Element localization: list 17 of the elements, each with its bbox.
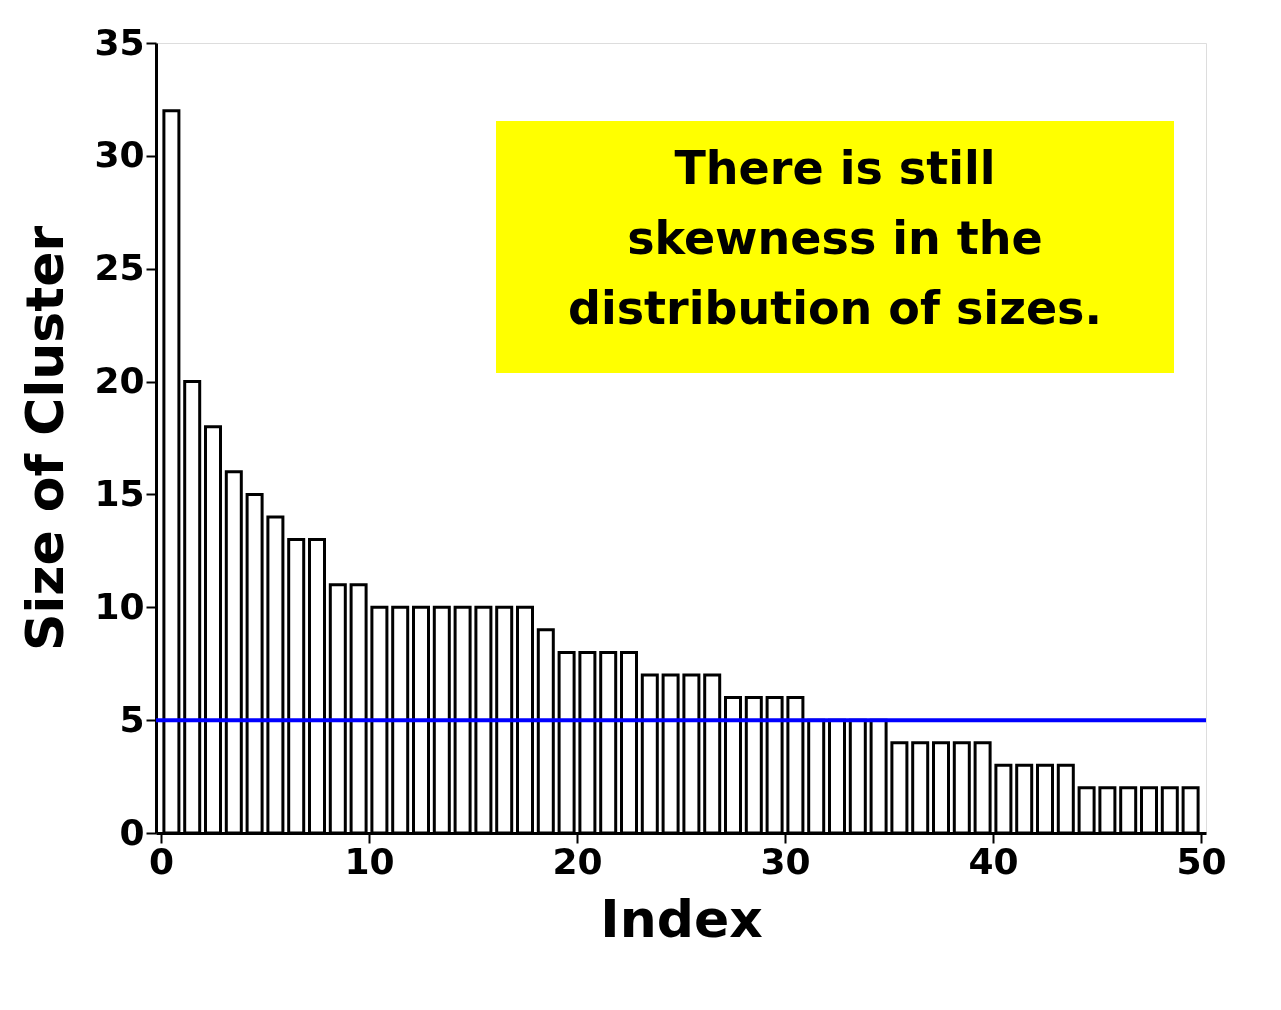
y-tick-label: 15 xyxy=(94,472,145,514)
y-tick-label: 5 xyxy=(119,698,145,740)
annotation: There is still skewness in the distribution of sizes. xyxy=(568,141,1102,335)
x-tick-label: 10 xyxy=(344,840,395,882)
x-tick-label: 50 xyxy=(1176,840,1227,882)
x-tick-label: 0 xyxy=(148,840,175,882)
y-axis-title: Size of Cluster xyxy=(15,225,76,652)
y-tick-label: 10 xyxy=(94,585,145,627)
y-tick-label: 20 xyxy=(94,360,145,402)
y-tick-label: 30 xyxy=(94,134,145,176)
x-axis-title: Index xyxy=(600,888,763,949)
x-tick-label: 40 xyxy=(968,840,1019,882)
y-tick-label: 25 xyxy=(94,247,145,289)
y-tick-label: 0 xyxy=(119,811,145,853)
x-tick-label: 20 xyxy=(552,840,603,882)
x-tick-label: 30 xyxy=(760,840,811,882)
y-tick-label: 35 xyxy=(94,21,145,63)
